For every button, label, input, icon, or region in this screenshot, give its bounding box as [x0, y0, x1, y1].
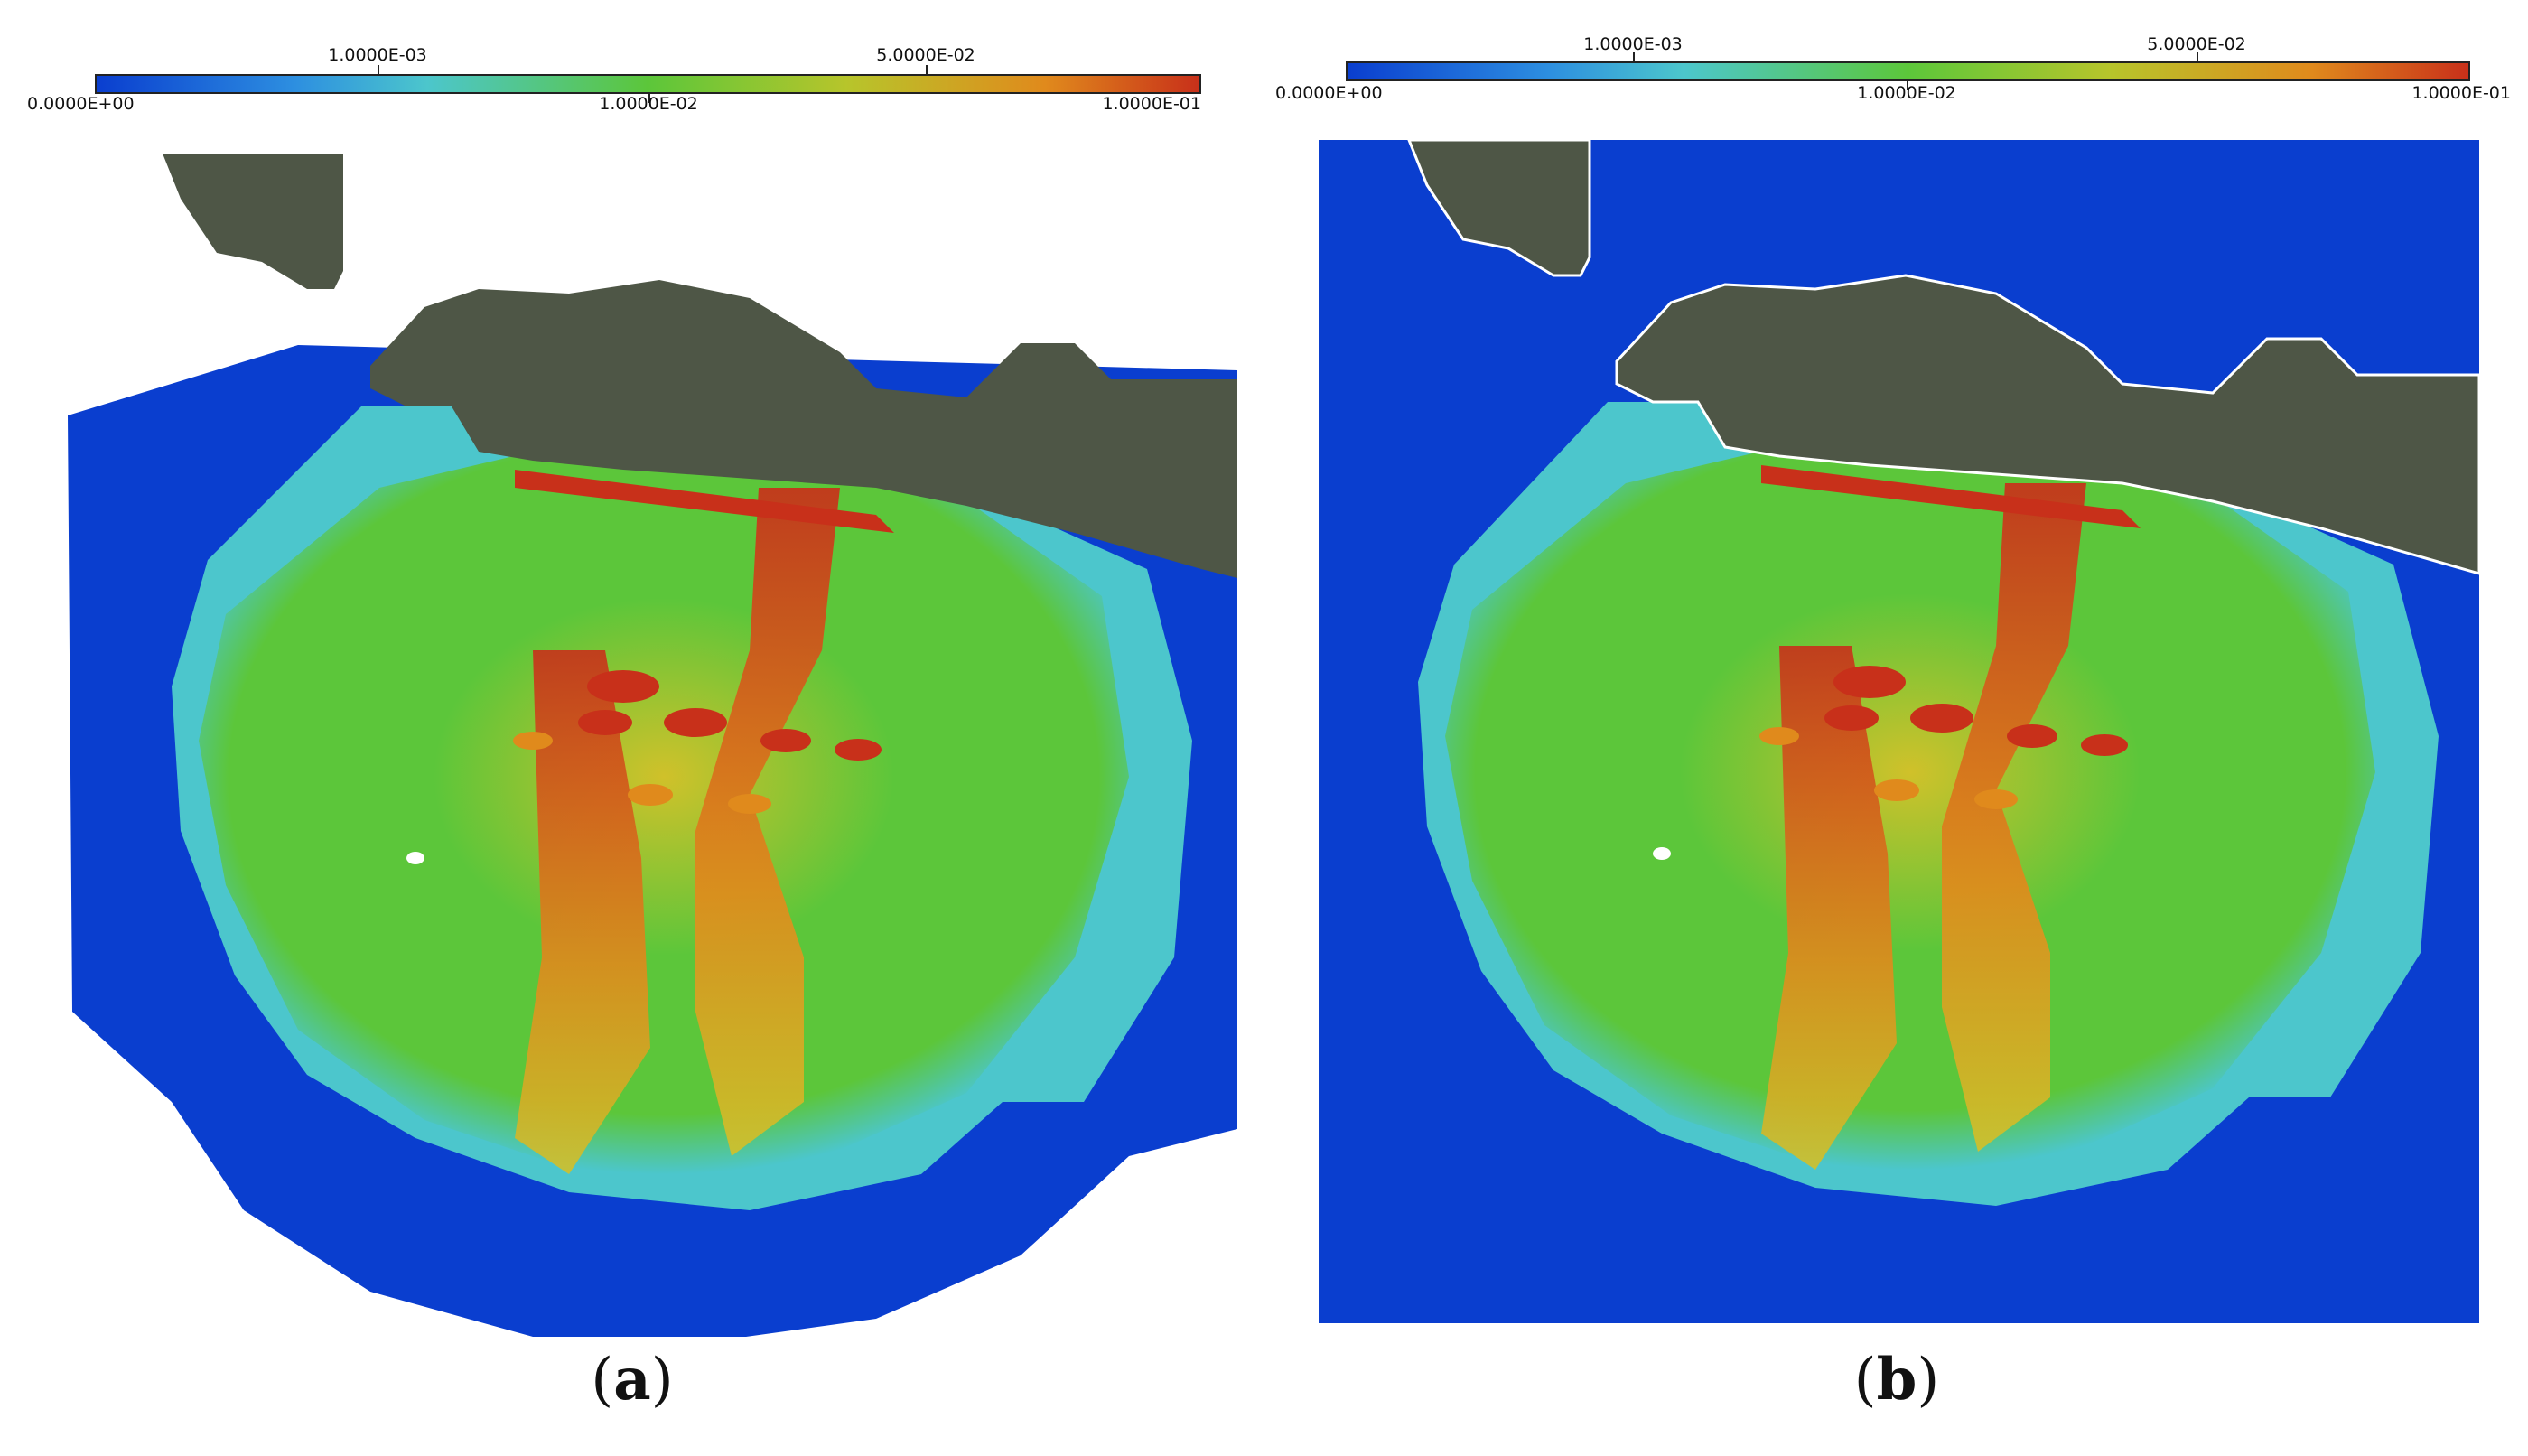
colorbar-label: 1.0000E-03 — [328, 45, 427, 65]
colorbar-label: 1.0000E-01 — [2411, 83, 2511, 103]
colorbar-tick — [648, 94, 650, 103]
colorbar-tick — [926, 65, 928, 74]
panel-a: 1.0000E-03 5.0000E-02 0.0000E+00 1.0000E… — [27, 45, 1237, 1414]
colorbar-label: 1.0000E-03 — [1583, 34, 1683, 54]
colorbar-tick — [1633, 52, 1635, 61]
colorbar-label: 1.0000E-02 — [1857, 83, 1956, 103]
colorbar-label: 1.0000E-01 — [1102, 94, 1201, 114]
land-sumatra — [1407, 140, 1591, 277]
panel-b: 1.0000E-03 5.0000E-02 0.0000E+00 1.0000E… — [1264, 0, 2528, 1456]
land-java — [1615, 274, 2479, 575]
colorbar-tick — [1907, 81, 1908, 90]
colorbar-label: 0.0000E+00 — [27, 94, 135, 114]
colorbar-label: 1.0000E-02 — [599, 94, 698, 114]
wave-height-map-a — [68, 154, 1237, 1337]
colorbar-a — [95, 74, 1201, 94]
caption-b: (b) — [1853, 1346, 1940, 1414]
colorbar-label: 0.0000E+00 — [1275, 83, 1383, 103]
land-sumatra — [163, 154, 343, 289]
colorbar-b — [1346, 61, 2470, 81]
wave-height-map-b — [1319, 140, 2479, 1323]
colorbar-label: 5.0000E-02 — [876, 45, 975, 65]
caption-a: (a) — [591, 1346, 674, 1414]
colorbar-label: 5.0000E-02 — [2147, 34, 2246, 54]
land-java — [370, 280, 1237, 578]
colorbar-tick — [378, 65, 379, 74]
colorbar-tick — [2197, 52, 2198, 61]
